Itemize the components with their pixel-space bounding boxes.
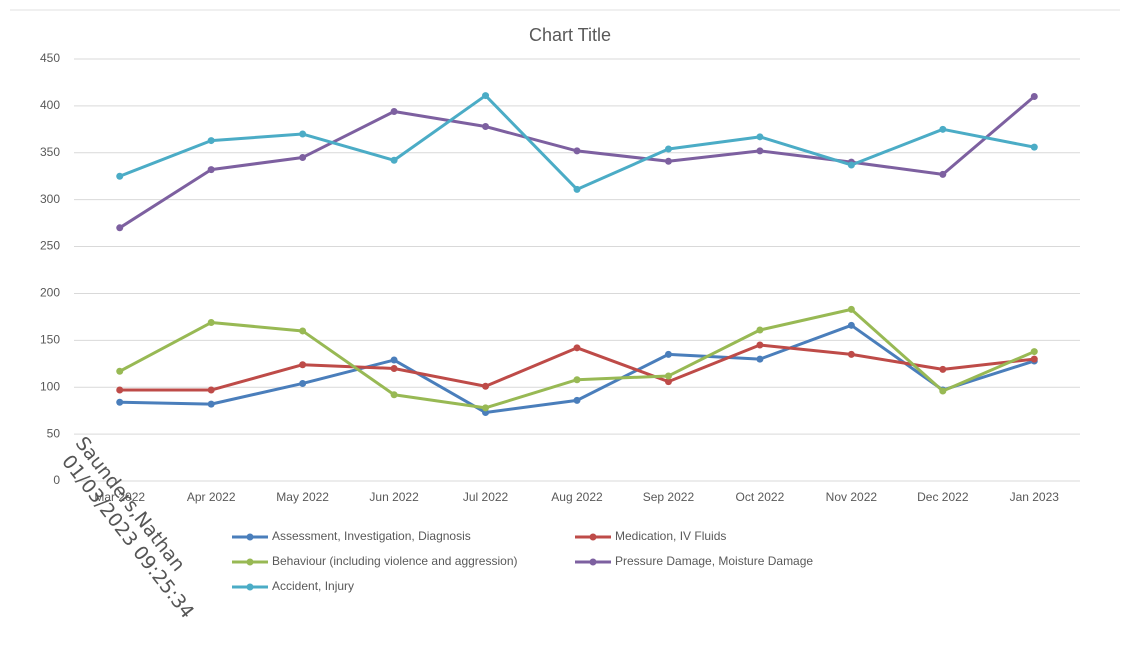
legend-marker	[246, 558, 254, 566]
data-point	[756, 133, 764, 141]
data-point	[664, 378, 672, 386]
data-point	[939, 125, 947, 133]
y-tick-label: 450	[40, 51, 60, 65]
legend-label: Assessment, Investigation, Diagnosis	[272, 529, 471, 543]
legend-marker	[246, 533, 254, 541]
data-point	[1030, 348, 1038, 356]
data-point	[390, 364, 398, 372]
data-point	[390, 108, 398, 116]
data-point	[847, 305, 855, 313]
data-point	[573, 344, 581, 352]
data-point	[207, 166, 215, 174]
data-point	[116, 224, 124, 232]
data-point	[756, 355, 764, 363]
data-point	[573, 376, 581, 384]
x-tick-label: Sep 2022	[643, 490, 695, 504]
y-tick-label: 0	[53, 473, 60, 487]
legend-marker	[589, 533, 597, 541]
x-tick-label: Dec 2022	[917, 490, 969, 504]
data-point	[116, 398, 124, 406]
data-point	[847, 350, 855, 358]
data-point	[482, 92, 490, 100]
y-tick-label: 150	[40, 333, 60, 347]
data-point	[573, 147, 581, 155]
data-point	[299, 130, 307, 138]
x-tick-label: Mar 2022	[94, 490, 145, 504]
data-point	[756, 326, 764, 334]
data-point	[573, 185, 581, 193]
legend-label: Behaviour (including violence and aggres…	[272, 554, 517, 568]
data-point	[939, 170, 947, 178]
data-point	[664, 372, 672, 380]
series-line	[119, 94, 1035, 191]
x-tick-label: Jun 2022	[369, 490, 419, 504]
data-point	[116, 367, 124, 375]
x-tick-label: Aug 2022	[551, 490, 603, 504]
legend-label: Medication, IV Fluids	[615, 529, 726, 543]
data-point	[847, 161, 855, 169]
y-tick-label: 200	[40, 286, 60, 300]
data-point	[116, 386, 124, 394]
data-point	[299, 361, 307, 369]
data-point	[299, 327, 307, 335]
data-point	[847, 321, 855, 329]
data-point	[1030, 93, 1038, 101]
y-tick-label: 300	[40, 192, 60, 206]
data-point	[664, 157, 672, 165]
data-point	[664, 350, 672, 358]
x-tick-label: May 2022	[276, 490, 329, 504]
y-tick-label: 400	[40, 98, 60, 112]
legend-marker	[246, 583, 254, 591]
y-tick-label: 250	[40, 239, 60, 253]
data-point	[390, 356, 398, 364]
y-tick-label: 50	[47, 426, 61, 440]
chart-title: Chart Title	[529, 25, 611, 45]
data-point	[573, 396, 581, 404]
data-point	[207, 386, 215, 394]
data-point	[207, 400, 215, 408]
data-point	[482, 404, 490, 412]
data-point	[756, 147, 764, 155]
x-tick-label: Jan 2023	[1010, 490, 1060, 504]
y-tick-label: 350	[40, 145, 60, 159]
x-tick-label: Apr 2022	[187, 490, 236, 504]
legend-label: Pressure Damage, Moisture Damage	[615, 554, 813, 568]
data-point	[116, 172, 124, 180]
y-tick-label: 100	[40, 379, 60, 393]
data-point	[390, 156, 398, 164]
data-point	[1030, 355, 1038, 363]
x-tick-label: Jul 2022	[463, 490, 509, 504]
data-point	[482, 382, 490, 390]
data-point	[299, 153, 307, 161]
data-point	[299, 379, 307, 387]
series-line	[118, 95, 1036, 230]
watermark-text: 01/03/2023 09:25:34	[57, 451, 198, 623]
x-tick-label: Nov 2022	[826, 490, 878, 504]
data-point	[939, 365, 947, 373]
data-point	[390, 391, 398, 399]
x-tick-label: Oct 2022	[736, 490, 785, 504]
data-point	[482, 123, 490, 131]
data-point	[1030, 143, 1038, 151]
data-point	[207, 137, 215, 145]
data-point	[939, 387, 947, 395]
data-point	[664, 145, 672, 153]
data-point	[207, 319, 215, 327]
data-point	[756, 341, 764, 349]
legend-marker	[589, 558, 597, 566]
legend-label: Accident, Injury	[272, 579, 354, 593]
